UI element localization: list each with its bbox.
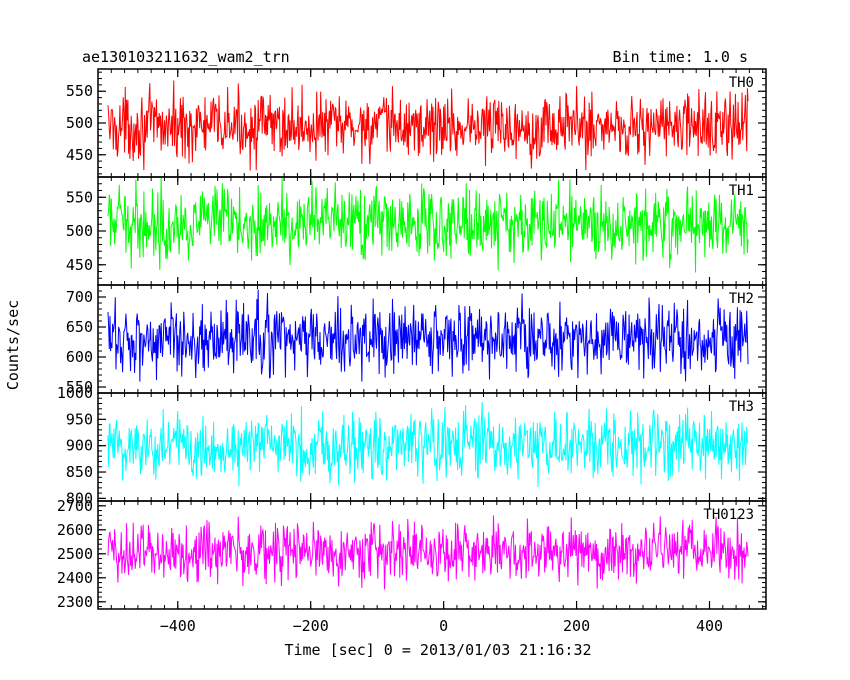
y-tick-label: 450 <box>66 256 93 274</box>
y-tick-label: 700 <box>66 288 93 306</box>
x-tick-label: 0 <box>439 617 448 635</box>
series-th0123 <box>107 515 749 590</box>
chart-title: ae130103211632_wam2_trn <box>82 48 290 66</box>
series-th2 <box>107 289 749 382</box>
panel-frame <box>97 500 767 610</box>
panel-th0123: 2300 2400 2500 2600 2700 TH0123 <box>57 497 767 611</box>
y-tick-label: 500 <box>66 114 93 132</box>
panel-th3: 800 850 900 950 1000 TH3 <box>57 384 767 507</box>
y-tick-label: 550 <box>66 378 93 396</box>
panel-label-th0123: TH0123 <box>703 507 754 523</box>
y-tick-label: 950 <box>66 410 93 428</box>
x-tick-label: 400 <box>696 617 723 635</box>
y-tick-label: 900 <box>66 437 93 455</box>
y-tick-label: 550 <box>66 82 93 100</box>
panel-label-th2: TH2 <box>729 291 754 307</box>
y-tick-label: 800 <box>66 489 93 507</box>
y-axis-title: Counts/sec <box>4 300 22 390</box>
y-tick-label: 1000 <box>57 384 93 402</box>
panel-th0: 450 500 550 TH0 <box>66 68 767 178</box>
y-tick-label: 650 <box>66 318 93 336</box>
panels-group: 450 500 550 TH0 450 500 550 TH1 550 600 650 700 TH2 8… <box>57 68 767 611</box>
panel-label-th0: TH0 <box>729 75 754 91</box>
y-tick-label: 2600 <box>57 521 93 539</box>
panel-label-th3: TH3 <box>729 399 754 415</box>
x-tick-label: −200 <box>293 617 329 635</box>
bin-time-label: Bin time: 1.0 s <box>613 48 748 66</box>
series-th1 <box>107 177 749 273</box>
x-axis-title: Time [sec] 0 = 2013/01/03 21:16:32 <box>284 641 591 659</box>
y-tick-label: 500 <box>66 222 93 240</box>
x-tick-label: −400 <box>160 617 196 635</box>
series-th3 <box>107 402 749 488</box>
x-axis: −400 −200 0 200 400 <box>160 617 723 635</box>
y-tick-label: 600 <box>66 348 93 366</box>
y-tick-label: 450 <box>66 146 93 164</box>
y-tick-label: 2300 <box>57 593 93 611</box>
series-th0 <box>107 80 749 171</box>
panel-th2: 550 600 650 700 TH2 <box>66 284 767 396</box>
y-tick-label: 2500 <box>57 545 93 563</box>
y-tick-label: 550 <box>66 188 93 206</box>
x-tick-label: 200 <box>563 617 590 635</box>
y-tick-label: 2400 <box>57 569 93 587</box>
y-tick-label: 850 <box>66 463 93 481</box>
panel-th1: 450 500 550 TH1 <box>66 176 767 286</box>
y-tick-label: 2700 <box>57 497 93 515</box>
panel-label-th1: TH1 <box>729 183 754 199</box>
